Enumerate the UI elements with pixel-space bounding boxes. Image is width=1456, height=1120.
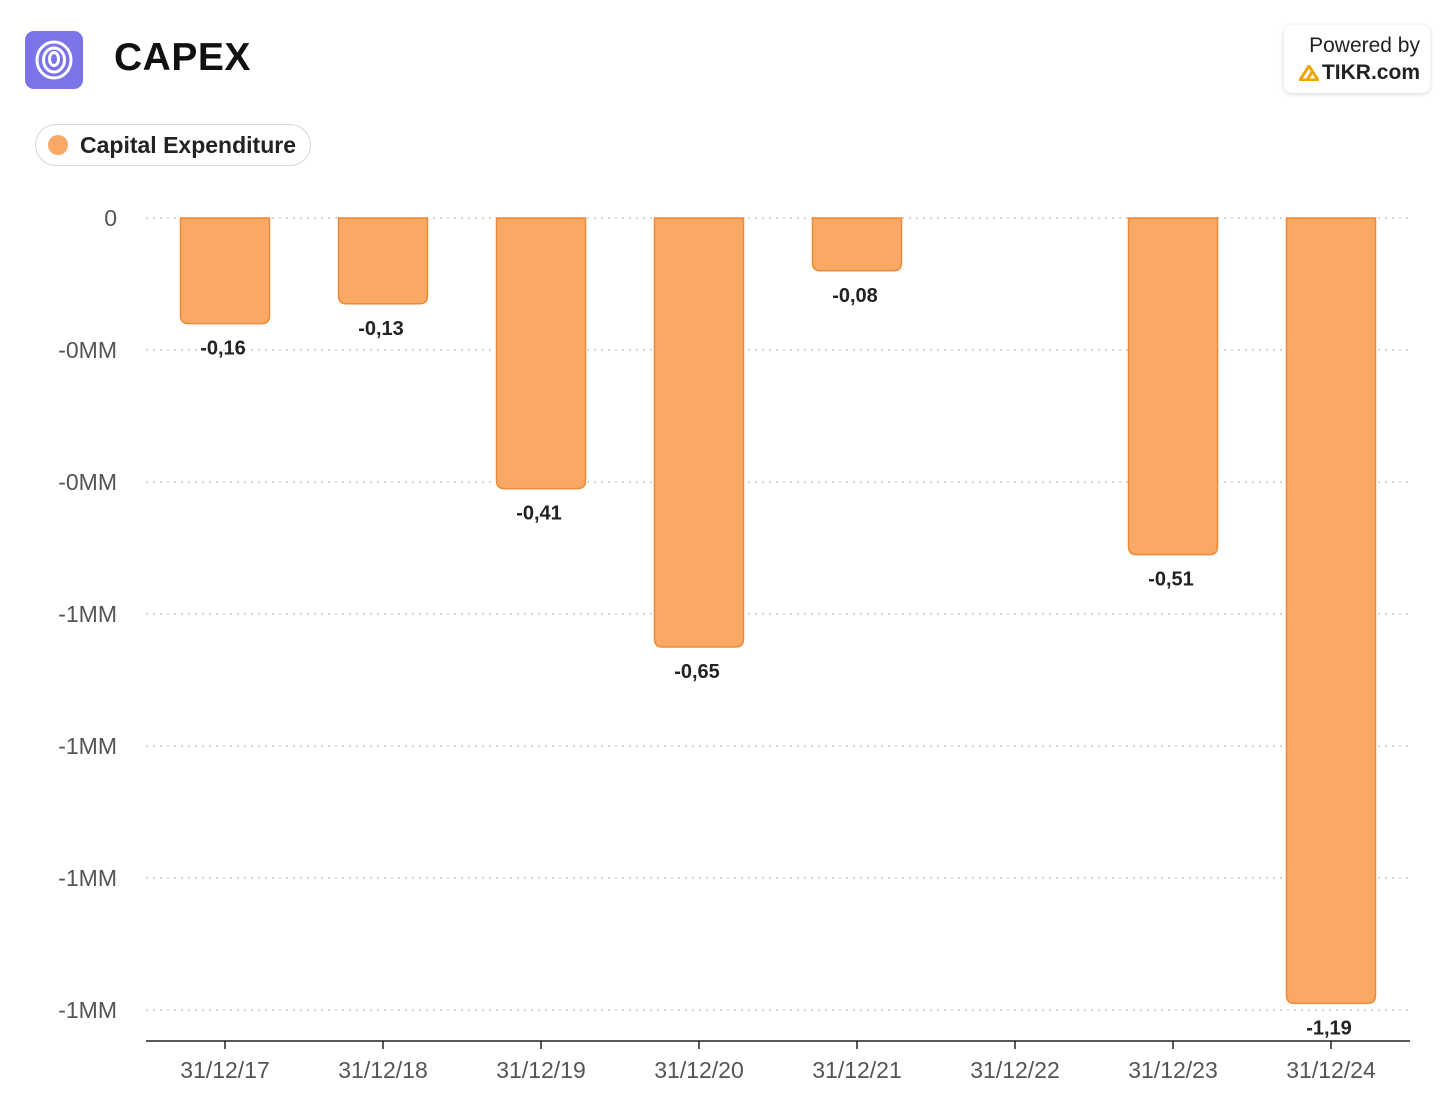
data-label: -0,13 — [358, 318, 404, 340]
y-tick-label: 0 — [104, 205, 117, 231]
data-label: -0,08 — [832, 285, 878, 307]
bar — [1285, 217, 1377, 1005]
page-title: CAPEX — [114, 36, 251, 79]
data-label: -0,65 — [674, 661, 720, 683]
company-logo-icon — [25, 31, 83, 89]
legend-label: Capital Expenditure — [80, 131, 296, 158]
data-label: -0,41 — [516, 503, 562, 525]
y-tick-label: -1MM — [58, 733, 117, 759]
x-tick-label: 31/12/21 — [812, 1057, 902, 1083]
x-tick-label: 31/12/19 — [496, 1057, 586, 1083]
powered-by-badge[interactable]: Powered by TIKR.com — [1284, 25, 1430, 93]
y-tick-label: -1MM — [58, 997, 117, 1023]
bar — [811, 217, 903, 272]
x-tick-label: 31/12/22 — [970, 1057, 1060, 1083]
y-tick-label: -0MM — [58, 469, 117, 495]
bar — [1127, 217, 1219, 556]
x-tick-label: 31/12/23 — [1128, 1057, 1218, 1083]
x-tick-label: 31/12/17 — [180, 1057, 270, 1083]
bar — [653, 217, 745, 648]
brand-label: TIKR.com — [1321, 61, 1420, 84]
tikr-logo-icon — [1298, 65, 1319, 81]
y-tick-label: -1MM — [58, 865, 117, 891]
bar — [179, 217, 271, 325]
x-tick-label: 31/12/18 — [338, 1057, 428, 1083]
legend-dot — [48, 135, 68, 155]
powered-by-text: Powered by — [1309, 34, 1420, 57]
brand-name: TIKR.com — [1298, 61, 1420, 85]
data-label: -0,51 — [1148, 569, 1194, 591]
data-label: -1,19 — [1306, 1017, 1352, 1039]
bar — [337, 217, 429, 305]
y-tick-label: -1MM — [58, 601, 117, 627]
x-tick-label: 31/12/20 — [654, 1057, 744, 1083]
bar — [495, 217, 587, 490]
legend-item-capital-expenditure[interactable]: Capital Expenditure — [35, 124, 311, 166]
data-label: -0,16 — [200, 338, 246, 360]
y-tick-label: -0MM — [58, 337, 117, 363]
x-tick-label: 31/12/24 — [1286, 1057, 1376, 1083]
